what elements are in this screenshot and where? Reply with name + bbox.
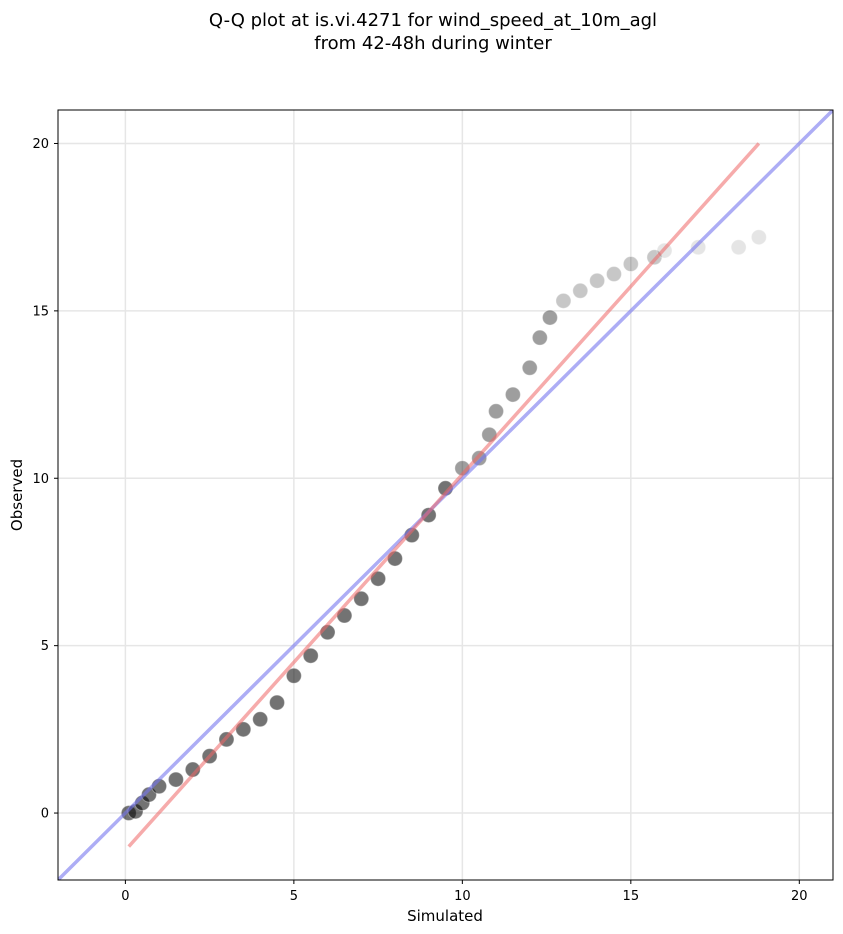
qq-point	[521, 359, 538, 376]
qq-point	[730, 239, 747, 256]
qq-point	[531, 329, 548, 346]
qq-point	[690, 239, 707, 256]
qq-point	[252, 711, 269, 728]
qq-point	[589, 272, 606, 289]
qq-point	[302, 647, 319, 664]
plot-frame	[57, 109, 834, 881]
qq-point	[488, 403, 505, 420]
y-tick-label: 20	[32, 137, 49, 152]
x-axis: 0 5 10 15 20	[121, 880, 808, 904]
y-tick-label: 0	[41, 807, 49, 822]
y-tick-label: 15	[32, 304, 49, 319]
qq-point	[622, 256, 639, 272]
qq-point	[285, 667, 302, 684]
y-axis: 0 5 10 15 20	[32, 137, 58, 822]
qq-point	[750, 229, 767, 246]
grid	[58, 110, 833, 880]
qq-point	[420, 507, 437, 524]
y-tick-label: 5	[41, 639, 49, 654]
x-tick-label: 10	[454, 889, 471, 904]
qq-point	[269, 694, 286, 711]
x-axis-label: Simulated	[407, 907, 483, 925]
chart-title: Q-Q plot at is.vi.4271 for wind_speed_at…	[209, 10, 657, 31]
qq-point	[541, 309, 558, 326]
data-points	[120, 229, 767, 822]
x-tick-label: 5	[290, 889, 298, 904]
qq-point	[572, 282, 589, 299]
qq-point	[353, 590, 370, 607]
y-tick-label: 10	[32, 472, 49, 487]
qq-point	[555, 292, 572, 309]
reference-lines	[58, 110, 833, 880]
x-tick-label: 0	[121, 889, 129, 904]
x-tick-label: 15	[623, 889, 640, 904]
x-tick-label: 20	[791, 889, 808, 904]
y-axis-label: Observed	[8, 459, 26, 531]
qq-point	[504, 386, 521, 403]
chart-subtitle: from 42-48h during winter	[314, 33, 552, 54]
qq-point	[167, 771, 184, 788]
fit-line	[127, 142, 761, 848]
qq-point	[605, 266, 622, 283]
